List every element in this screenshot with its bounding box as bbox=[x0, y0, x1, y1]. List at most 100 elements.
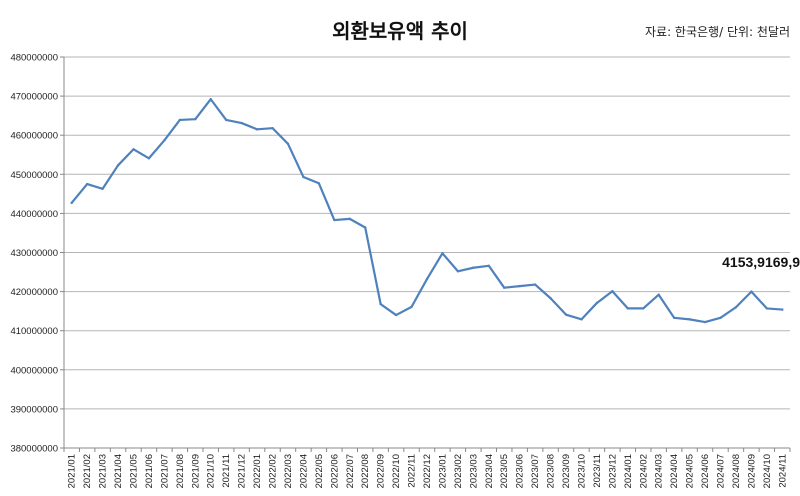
x-tick-label: 2024/01 bbox=[623, 454, 634, 488]
x-tick-label: 2021/06 bbox=[144, 454, 155, 488]
data-point bbox=[672, 316, 676, 319]
data-point bbox=[456, 270, 460, 273]
data-point bbox=[286, 142, 290, 146]
data-point bbox=[580, 318, 583, 321]
x-tick-label: 2022/12 bbox=[422, 454, 433, 488]
x-tick-label: 2022/08 bbox=[360, 454, 371, 488]
data-point bbox=[116, 164, 120, 167]
data-point bbox=[364, 226, 367, 229]
x-tick-label: 2023/12 bbox=[607, 454, 618, 488]
data-point bbox=[657, 293, 660, 296]
x-tick-label: 2023/03 bbox=[468, 454, 479, 488]
y-tick-label: 430000000 bbox=[10, 248, 58, 259]
data-point bbox=[518, 284, 521, 288]
data-point bbox=[595, 301, 599, 305]
data-point bbox=[549, 297, 552, 300]
x-tick-label: 2021/08 bbox=[175, 454, 186, 488]
x-tick-label: 2024/10 bbox=[762, 454, 773, 488]
x-tick-label: 2023/01 bbox=[437, 454, 448, 488]
x-tick-label: 2022/10 bbox=[391, 454, 402, 488]
data-point bbox=[734, 306, 738, 309]
x-tick-label: 2024/02 bbox=[638, 454, 649, 488]
data-point bbox=[271, 126, 274, 130]
x-tick-label: 2023/04 bbox=[484, 454, 495, 488]
x-tick-label: 2022/04 bbox=[298, 454, 309, 488]
x-tick-label: 2022/02 bbox=[268, 454, 279, 488]
x-tick-label: 2023/11 bbox=[592, 454, 603, 488]
data-point bbox=[209, 98, 212, 101]
x-tick-label: 2021/07 bbox=[159, 454, 170, 488]
x-tick-label: 2021/01 bbox=[67, 454, 78, 488]
data-point bbox=[719, 316, 722, 319]
x-tick-label: 2022/01 bbox=[252, 454, 263, 488]
x-tick-label: 2024/03 bbox=[654, 454, 665, 488]
x-tick-label: 2022/06 bbox=[329, 454, 340, 488]
data-point bbox=[487, 264, 490, 267]
chart-title: 외환보유액 추이 bbox=[332, 19, 468, 43]
data-point bbox=[765, 307, 769, 310]
data-point bbox=[626, 307, 630, 310]
x-tick-label: 2023/09 bbox=[561, 454, 572, 488]
data-point bbox=[348, 217, 351, 221]
data-point bbox=[703, 320, 707, 324]
y-axis-ticks: 380000000 390000000 400000000 410000000 4200… bbox=[10, 53, 64, 455]
y-tick-label: 440000000 bbox=[10, 209, 58, 220]
data-point bbox=[70, 201, 73, 205]
x-tick-label: 2023/07 bbox=[530, 454, 541, 488]
x-tick-label: 2024/04 bbox=[669, 454, 680, 488]
data-point bbox=[194, 117, 197, 121]
y-tick-label: 380000000 bbox=[10, 444, 58, 455]
data-point bbox=[302, 175, 305, 179]
x-tick-label: 2021/10 bbox=[206, 454, 217, 488]
x-tick-label: 2021/04 bbox=[113, 454, 124, 488]
data-point bbox=[333, 218, 336, 222]
x-tick-label: 2024/06 bbox=[700, 454, 711, 488]
data-point bbox=[642, 307, 645, 310]
data-point bbox=[425, 277, 429, 281]
x-tick-label: 2024/09 bbox=[746, 454, 757, 488]
y-tick-label: 390000000 bbox=[10, 404, 58, 415]
data-point bbox=[224, 118, 228, 122]
data-point bbox=[147, 157, 151, 160]
data-point bbox=[85, 182, 89, 186]
data-point bbox=[178, 118, 182, 122]
data-point bbox=[163, 139, 166, 142]
data-point bbox=[317, 182, 321, 185]
data-point bbox=[394, 313, 398, 317]
data-point bbox=[101, 187, 104, 190]
x-tick-label: 2023/02 bbox=[453, 454, 464, 488]
x-tick-label: 2022/03 bbox=[283, 454, 294, 488]
y-tick-label: 410000000 bbox=[10, 326, 58, 337]
x-tick-label: 2022/09 bbox=[376, 454, 387, 488]
x-tick-label: 2023/08 bbox=[546, 454, 557, 488]
latest-value-annotation: 4153,9169,9 bbox=[722, 254, 800, 270]
series-line bbox=[70, 98, 784, 324]
series-layer bbox=[70, 98, 784, 324]
data-point bbox=[472, 266, 475, 269]
data-point bbox=[781, 308, 784, 311]
data-point bbox=[750, 290, 753, 293]
y-tick-label: 470000000 bbox=[10, 92, 58, 103]
y-tick-label: 420000000 bbox=[10, 287, 58, 298]
x-tick-label: 2023/10 bbox=[576, 454, 587, 488]
x-tick-label: 2022/05 bbox=[314, 454, 325, 488]
data-point bbox=[441, 252, 444, 255]
data-point bbox=[379, 302, 382, 306]
data-point bbox=[688, 318, 691, 321]
data-point bbox=[410, 305, 413, 309]
x-tick-label: 2024/05 bbox=[685, 454, 696, 488]
x-tick-label: 2024/08 bbox=[731, 454, 742, 488]
data-point bbox=[240, 121, 243, 125]
x-tick-label: 2021/03 bbox=[98, 454, 109, 488]
x-tick-label: 2024/11 bbox=[777, 454, 788, 488]
x-tick-label: 2021/11 bbox=[221, 454, 232, 488]
x-tick-label: 2021/05 bbox=[129, 454, 140, 488]
y-tick-label: 460000000 bbox=[10, 131, 58, 142]
x-tick-label: 2023/05 bbox=[499, 454, 510, 488]
y-tick-label: 480000000 bbox=[10, 53, 58, 64]
data-point bbox=[533, 283, 537, 286]
x-tick-label: 2023/06 bbox=[515, 454, 526, 488]
x-tick-label: 2022/11 bbox=[407, 454, 418, 488]
source-note: 자료: 한국은행/ 단위: 천달러 bbox=[645, 24, 790, 39]
x-tick-label: 2022/07 bbox=[345, 454, 356, 488]
